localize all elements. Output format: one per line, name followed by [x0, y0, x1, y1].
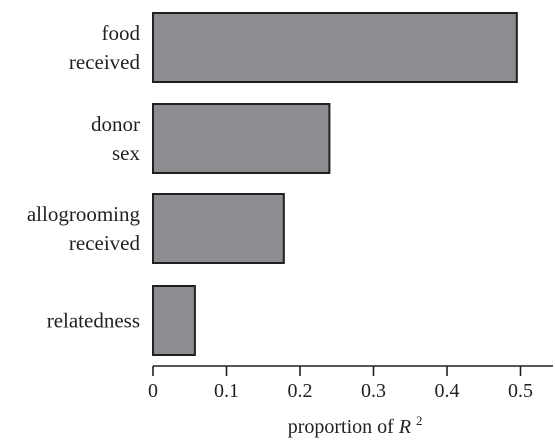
bar-1	[152, 103, 331, 174]
bar-0	[152, 12, 518, 83]
x-tick-label-3: 0.3	[361, 380, 386, 402]
bar-2	[152, 193, 285, 264]
x-axis-title-variable: R	[398, 416, 411, 438]
category-label-2-0: allogrooming	[27, 202, 141, 226]
x-axis-title-superscript: 2	[416, 413, 423, 428]
category-label-3-0: relatedness	[47, 309, 140, 333]
x-tick-label-4: 0.4	[435, 380, 460, 402]
x-ticks: 0 0.1 0.2 0.3 0.4 0.5	[148, 366, 533, 402]
x-tick-label-0: 0	[148, 380, 158, 402]
x-axis-title: proportion of R 2	[288, 413, 423, 438]
category-labels: food received donor sex allogrooming received…	[27, 21, 141, 333]
category-label-2-1: received	[69, 231, 141, 255]
x-tick-label-5: 0.5	[508, 380, 533, 402]
x-tick-label-2: 0.2	[288, 380, 313, 402]
bars	[152, 12, 518, 356]
category-label-0-0: food	[102, 21, 141, 45]
bar-3	[152, 285, 196, 356]
x-tick-label-1: 0.1	[214, 380, 239, 402]
category-label-0-1: received	[69, 50, 141, 74]
category-label-1-1: sex	[112, 141, 140, 165]
x-axis-title-text: proportion of	[288, 416, 399, 438]
category-label-1-0: donor	[91, 112, 140, 136]
